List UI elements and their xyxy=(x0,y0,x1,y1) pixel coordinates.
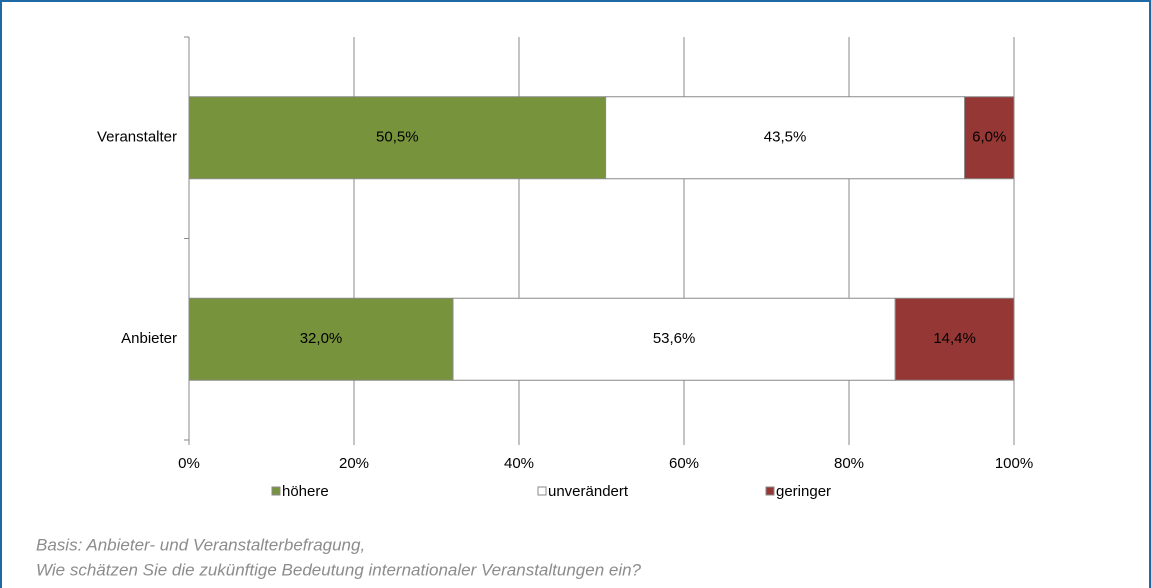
y-tick-label: Veranstalter xyxy=(97,129,177,146)
bar-segment xyxy=(188,297,454,381)
bar-segment xyxy=(452,297,896,381)
legend-label: unverändert xyxy=(548,483,629,500)
bar-segment xyxy=(894,297,1015,381)
bar-segment xyxy=(188,96,607,180)
legend-swatch xyxy=(765,486,775,496)
data-label: 6,0% xyxy=(972,129,1006,146)
y-tick-label: Anbieter xyxy=(121,330,177,347)
legend-swatch xyxy=(271,486,281,496)
data-label: 53,6% xyxy=(653,330,696,347)
x-tick-label: 80% xyxy=(834,455,864,472)
legend-swatch xyxy=(537,486,547,496)
footnote: Wie schätzen Sie die zukünftige Bedeutun… xyxy=(36,560,642,579)
x-tick-label: 40% xyxy=(504,455,534,472)
data-label: 14,4% xyxy=(933,330,976,347)
legend-label: geringer xyxy=(776,483,831,500)
data-label: 43,5% xyxy=(764,129,807,146)
legend-label: höhere xyxy=(282,483,329,500)
bar-segment xyxy=(964,96,1015,180)
x-tick-label: 0% xyxy=(178,455,200,472)
x-tick-label: 20% xyxy=(339,455,369,472)
data-label: 32,0% xyxy=(300,330,343,347)
x-tick-label: 60% xyxy=(669,455,699,472)
x-tick-label: 100% xyxy=(995,455,1033,472)
footnote: Basis: Anbieter- und Veranstalterbefragu… xyxy=(36,535,365,554)
bar-segment xyxy=(605,96,965,180)
data-label: 50,5% xyxy=(376,129,419,146)
